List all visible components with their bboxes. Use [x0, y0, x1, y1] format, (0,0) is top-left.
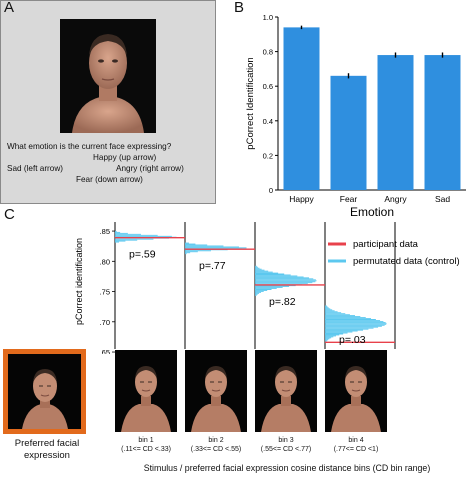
preferred-caption-line1: Preferred facial	[14, 438, 80, 449]
option-fear: Fear (down arrow)	[76, 175, 143, 184]
face-illustration	[121, 366, 171, 432]
y-tick-label: .70	[100, 318, 110, 327]
stimulus-screen: What emotion is the current face express…	[0, 0, 216, 204]
bin2-face-image	[185, 350, 247, 432]
face-stimulus-image	[60, 19, 156, 133]
panel-label-a: A	[4, 0, 15, 16]
legend-label-permutated: permutated data (control)	[353, 256, 460, 267]
bin-face-row	[115, 350, 395, 436]
x-tick-label-sad: Sad	[435, 194, 450, 204]
bin4-face-image	[325, 350, 387, 432]
y-tick-label: .65	[100, 348, 110, 354]
emotion-bar-chart: 0 0.2 0.4 0.6 0.8 1.0 Happy Fear Angry Sad Emotion…	[245, 13, 466, 219]
face-illustration	[191, 366, 241, 432]
option-angry: Angry (right arrow)	[116, 164, 184, 173]
p-value-bin1: p=.59	[129, 249, 156, 261]
panel-label-c: C	[4, 206, 15, 223]
x-axis-title: Emotion	[350, 205, 394, 219]
bin4-label-name: bin 4	[348, 437, 364, 444]
p-value-bin2: p=.77	[199, 260, 226, 272]
bin3-face-image	[255, 350, 317, 432]
preferred-caption-line2: expression	[24, 450, 70, 461]
bin2-label-range: (.33<= CD <.55)	[190, 445, 242, 453]
option-sad: Sad (left arrow)	[7, 164, 63, 173]
y-tick-label: 0.6	[263, 82, 273, 91]
p-value-bin3: p=.82	[269, 296, 296, 308]
p-value-bin4: p=.03	[339, 334, 366, 346]
bin3-label-name: bin 3	[278, 437, 294, 444]
y-axis-title: pCorrect identification	[74, 238, 84, 325]
bin2-label-name: bin 2	[208, 437, 224, 444]
face-illustration	[261, 366, 311, 432]
bin3-label-range: (.55<= CD <.77)	[260, 445, 312, 453]
preferred-face-caption: Preferred facial expression	[0, 438, 94, 462]
bin1-label-name: bin 1	[138, 437, 154, 444]
y-tick-label: 0.2	[263, 151, 273, 160]
bin4-label: bin 4 (.77<= CD <1)	[321, 437, 391, 454]
bin1-label-range: (.11<= CD <.33)	[121, 445, 171, 453]
y-tick-label: 0	[269, 186, 273, 195]
y-tick-label: 0.8	[263, 48, 273, 57]
question-text: What emotion is the current face express…	[7, 142, 172, 151]
bin1-face-image	[115, 350, 177, 432]
bin1-label: bin 1 (.11<= CD <.33)	[111, 437, 181, 454]
y-tick-label: .80	[100, 257, 110, 266]
panel-label-b: B	[234, 0, 245, 16]
bar-fear	[330, 75, 367, 190]
x-tick-label-happy: Happy	[289, 194, 314, 204]
y-tick-label: 1.0	[263, 13, 273, 22]
preferred-face-image	[8, 354, 81, 429]
y-tick-label: .75	[100, 288, 110, 297]
option-happy: Happy (up arrow)	[93, 153, 157, 162]
face-illustration	[331, 366, 381, 432]
permutation-histogram-chart: .85 .80 .75 .70 .65 pCorrect identification p=…	[74, 222, 460, 354]
bar-happy	[283, 27, 320, 190]
bin2-label: bin 2 (.33<= CD <.55)	[181, 437, 251, 454]
preferred-face-frame	[3, 349, 86, 434]
x-tick-label-fear: Fear	[340, 194, 358, 204]
panel-c-x-axis-title: Stimulus / preferred facial expression c…	[143, 463, 431, 473]
bin3-label: bin 3 (.55<= CD <.77)	[251, 437, 321, 454]
bar-angry	[377, 55, 414, 191]
y-tick-label: .85	[100, 227, 110, 236]
y-axis-title: pCorrect Identification	[245, 57, 256, 149]
y-tick-label: 0.4	[263, 117, 273, 126]
legend-label-participant: participant data	[353, 239, 419, 250]
bar-sad	[424, 55, 461, 191]
x-tick-label-angry: Angry	[384, 194, 407, 204]
bin4-label-range: (.77<= CD <1)	[333, 445, 379, 453]
